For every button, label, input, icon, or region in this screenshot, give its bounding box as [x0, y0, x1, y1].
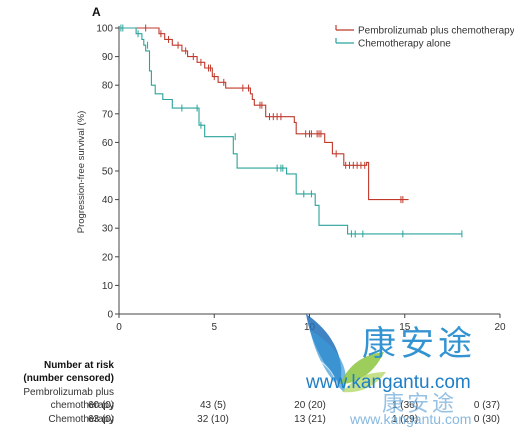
axes [118, 26, 500, 315]
risk-cell: 63 (0) [88, 414, 114, 425]
risk-cell: 0 (30) [474, 414, 500, 425]
y-tick-label: 10 [102, 281, 114, 292]
y-tick-label: 70 [102, 109, 114, 120]
y-tick-label: 50 [102, 167, 114, 178]
pembrolizumab-curve [119, 27, 409, 201]
x-tick-label: 20 [494, 322, 506, 333]
legend-item-chemotherapy: Chemotherapy alone [335, 38, 451, 50]
watermark-brand: 康安途 [362, 324, 476, 364]
y-tick-label: 100 [96, 24, 113, 35]
y-tick-label: 0 [107, 310, 113, 321]
y-axis-ticks: 0 10 20 30 40 50 60 70 80 90 100 [96, 24, 119, 321]
risk-cell: 13 (21) [294, 414, 326, 425]
legend-label: Chemotherapy alone [358, 39, 451, 50]
y-tick-label: 60 [102, 138, 114, 149]
risk-values: 60 (0) 43 (5) 20 (20) 1 (36) 0 (37) 63 (0) 32 … [88, 400, 500, 425]
risk-table-subtitle: (number censored) [23, 373, 114, 384]
risk-row-label: Pembrolizumab plus [23, 387, 114, 398]
risk-table: Number at risk (number censored) Pembrol… [23, 360, 500, 425]
watermark-url-faint: www.kangantu.com [350, 411, 472, 427]
legend: Pembrolizumab plus chemotherapy Chemothe… [335, 25, 514, 50]
risk-cell: 1 (36) [392, 400, 418, 411]
chemotherapy-curve [119, 27, 462, 235]
watermark-brand-faint: 康安途 [382, 392, 458, 417]
risk-row-label: Chemotherapy [48, 414, 114, 425]
risk-row-label: chemotherapy [51, 400, 114, 411]
risk-cell: 60 (0) [88, 400, 114, 411]
risk-cell: 32 (10) [197, 414, 229, 425]
risk-cell: 43 (5) [200, 400, 226, 411]
risk-cell: 20 (20) [294, 400, 326, 411]
legend-label: Pembrolizumab plus chemotherapy [358, 26, 514, 37]
risk-table-title: Number at risk [44, 360, 114, 371]
series-layer [119, 24, 463, 238]
x-tick-label: 0 [116, 322, 122, 333]
legend-item-pembrolizumab: Pembrolizumab plus chemotherapy [335, 25, 514, 37]
y-tick-label: 40 [102, 195, 114, 206]
x-tick-label: 15 [399, 322, 411, 333]
watermark-url: www.kangantu.com [306, 372, 471, 393]
risk-cell: 1 (29) [392, 414, 418, 425]
y-tick-label: 80 [102, 81, 114, 92]
panel-label: A [92, 5, 101, 19]
x-tick-label: 5 [211, 322, 217, 333]
y-tick-label: 20 [102, 252, 114, 263]
leaf-logo-icon [306, 314, 386, 393]
risk-cell: 0 (37) [474, 400, 500, 411]
y-tick-label: 90 [102, 52, 114, 63]
y-tick-label: 30 [102, 224, 114, 235]
y-axis-label: Progression-free survival (%) [76, 111, 87, 233]
